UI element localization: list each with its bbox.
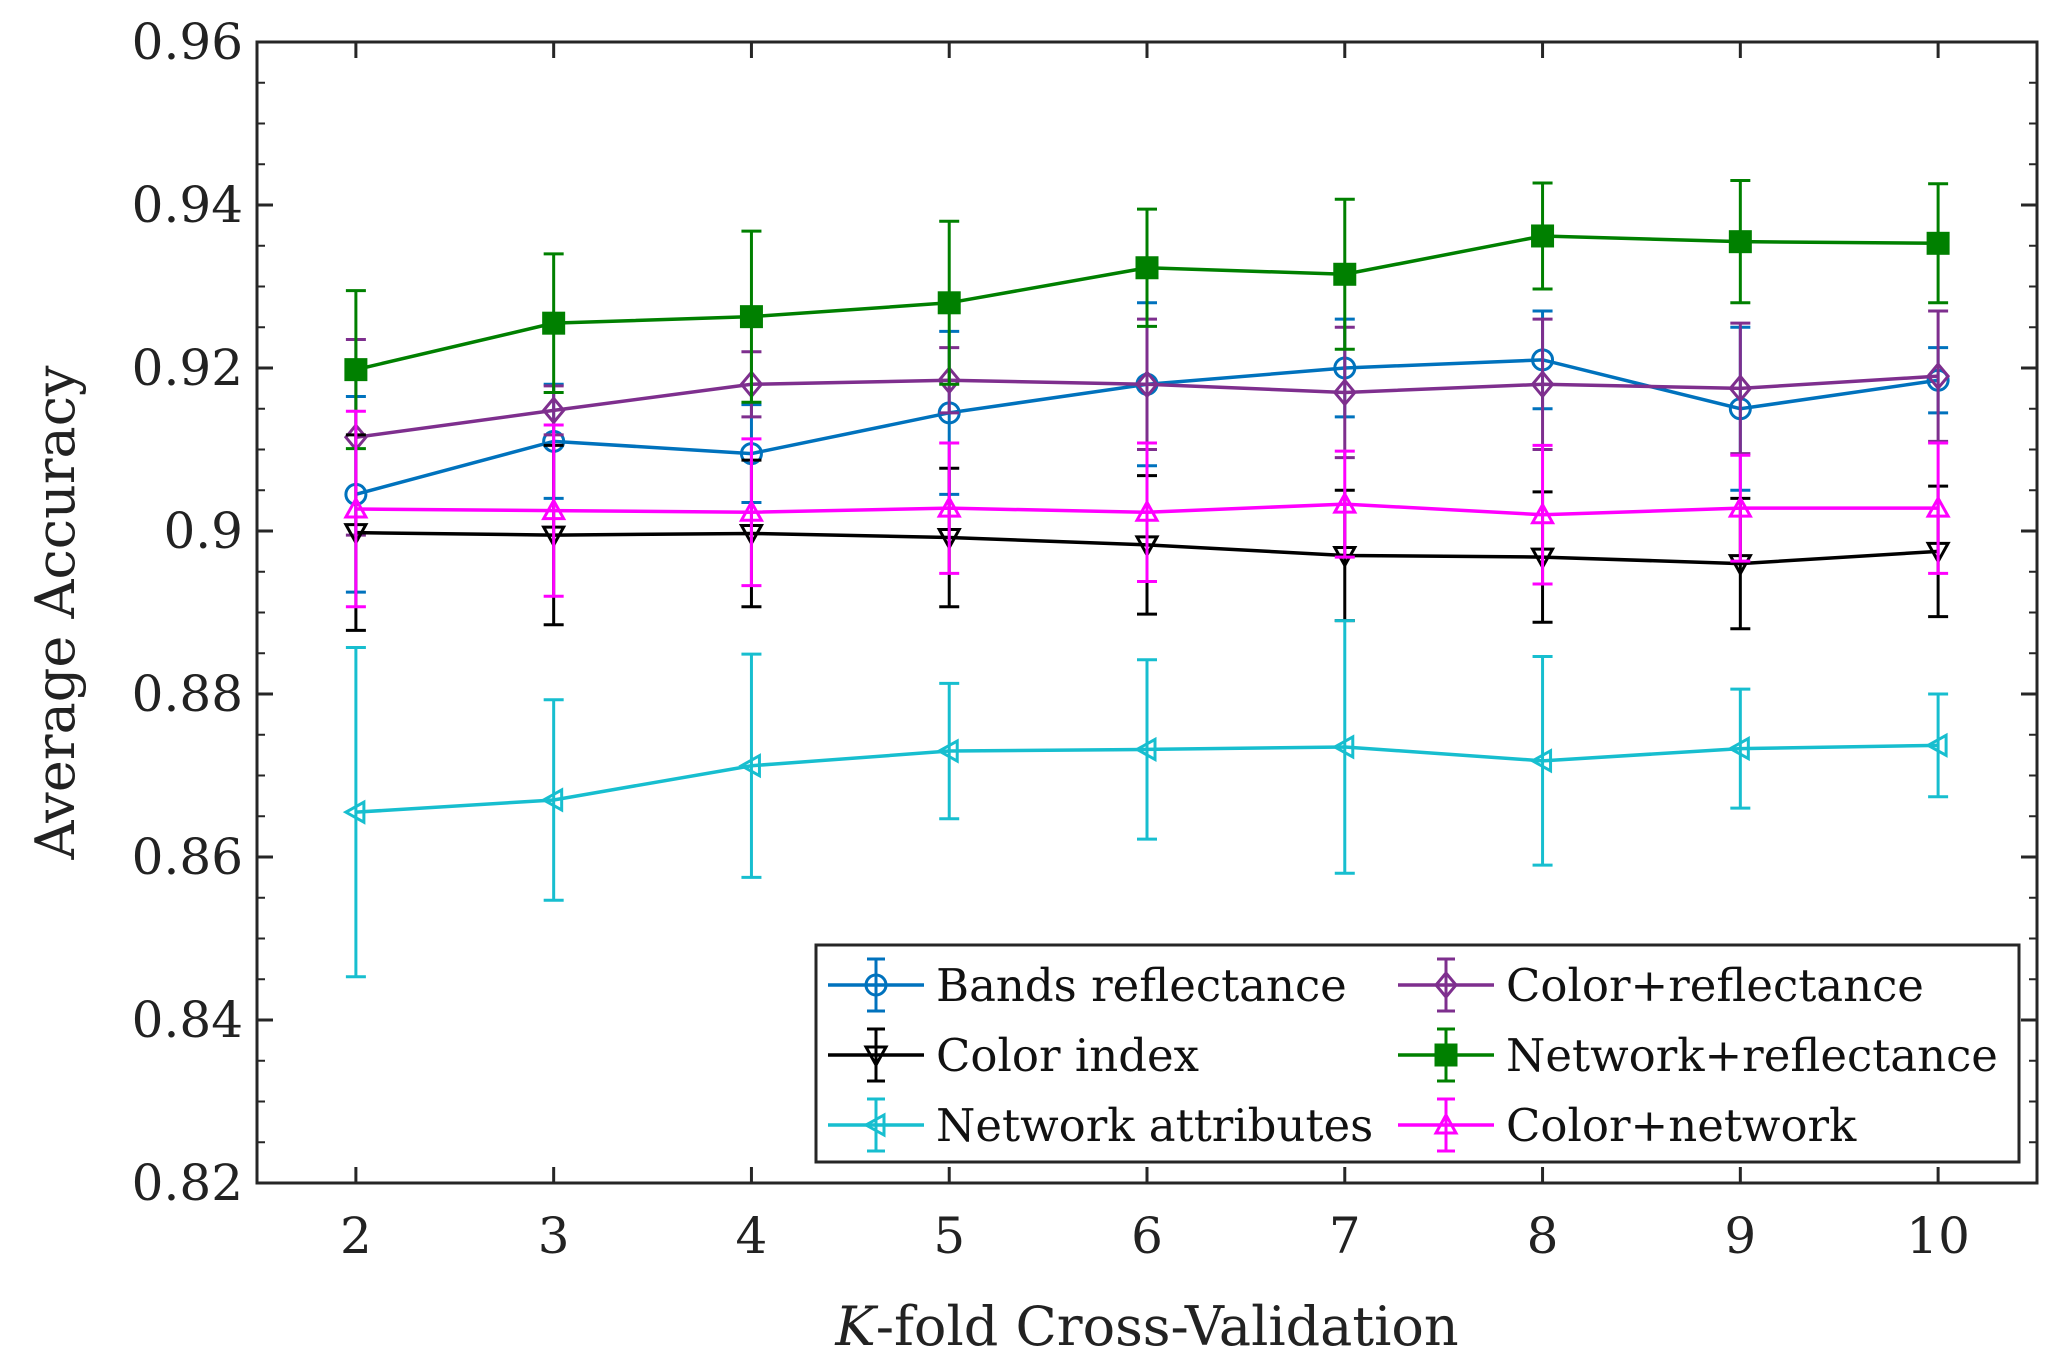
legend-marker [1434,1043,1458,1067]
series-network-reflectance [344,179,1950,451]
legend-label: Network+reflectance [1506,1029,1998,1082]
x-tick-label: 8 [1527,1207,1559,1265]
data-point [1531,224,1555,248]
x-tick-label: 9 [1724,1207,1756,1265]
legend-entry: Color+reflectance [1398,957,1924,1013]
data-point [937,365,962,395]
data-point [343,495,369,519]
data-point [1728,374,1753,403]
ticks-layer: 2 3 4 5 6 7 8 9 10 0.82 0.84 0.86 0.88 0.9 0.92 0.94 0.9… [132,13,2037,1265]
legend-marker [1434,970,1458,1000]
legend-entry: Bands reflectance [828,957,1347,1013]
legend-label: Network attributes [936,1099,1373,1152]
series-network-attributes [342,619,1949,979]
data-point [1529,748,1553,774]
data-point [541,396,566,425]
data-point [344,358,368,382]
x-tick-label: 6 [1131,1207,1163,1265]
x-tick-label: 10 [1906,1207,1970,1265]
data-point [1133,736,1157,762]
data-point [739,305,763,329]
legend-entry: Color+network [1398,1097,1857,1153]
data-point [1530,501,1556,525]
legend-entry: Color index [828,1027,1199,1083]
y-tick-label: 0.82 [132,1154,243,1212]
data-point [937,291,961,315]
data-point [540,787,564,813]
data-point [738,499,764,522]
x-axis-title-italic: K [834,1295,878,1358]
y-tick-label: 0.92 [132,339,243,397]
legend-marker [864,973,888,997]
data-point [1333,262,1357,286]
legend-entry: Network attributes [828,1097,1373,1153]
legend-label: Color+network [1506,1099,1857,1152]
legend: Bands reflectance Color+reflectance Color … [814,943,2021,1164]
data-point [1727,736,1750,762]
legend-label: Color+reflectance [1506,959,1924,1012]
data-point [936,495,962,518]
y-axis-title: Average Accuracy [24,365,87,860]
data-point [1135,369,1159,399]
data-point [541,497,567,521]
data-point [1135,256,1159,280]
y-tick-label: 0.9 [163,502,243,560]
data-point [542,311,566,335]
series-color-network [343,409,1951,609]
x-tick-label: 7 [1329,1207,1361,1265]
y-tick-label: 0.84 [132,991,243,1049]
legend-marker [862,1112,886,1138]
data-point [1925,732,1948,758]
x-tick-label: 5 [933,1207,965,1265]
data-point [1332,491,1358,514]
data-point [1926,231,1950,255]
data-point [1530,369,1555,399]
legend-label: Bands reflectance [936,959,1347,1012]
data-point [1727,495,1753,518]
y-tick-label: 0.94 [132,176,243,234]
x-axis-title: K-fold Cross-Validation [834,1295,1458,1358]
data-point [936,738,959,764]
x-tick-label: 2 [340,1207,372,1265]
data-point [1728,230,1752,254]
data-point [738,753,761,779]
legend-label: Color index [936,1029,1199,1082]
legend-entry: Network+reflectance [1398,1027,1998,1083]
data-point [1134,499,1160,522]
series-layer [342,179,1951,979]
legend-marker [1433,1111,1459,1135]
x-tick-label: 3 [538,1207,570,1265]
y-tick-label: 0.86 [132,828,243,886]
x-axis-title-rest: -fold Cross-Validation [876,1295,1459,1358]
data-point [1925,495,1951,518]
data-point [342,799,366,825]
data-point [1926,361,1951,391]
y-tick-label: 0.96 [132,13,243,71]
y-tick-label: 0.88 [132,665,243,723]
data-point [1331,734,1355,760]
data-point [1332,378,1357,407]
x-tick-label: 4 [736,1207,768,1265]
legend-marker [863,1045,889,1069]
